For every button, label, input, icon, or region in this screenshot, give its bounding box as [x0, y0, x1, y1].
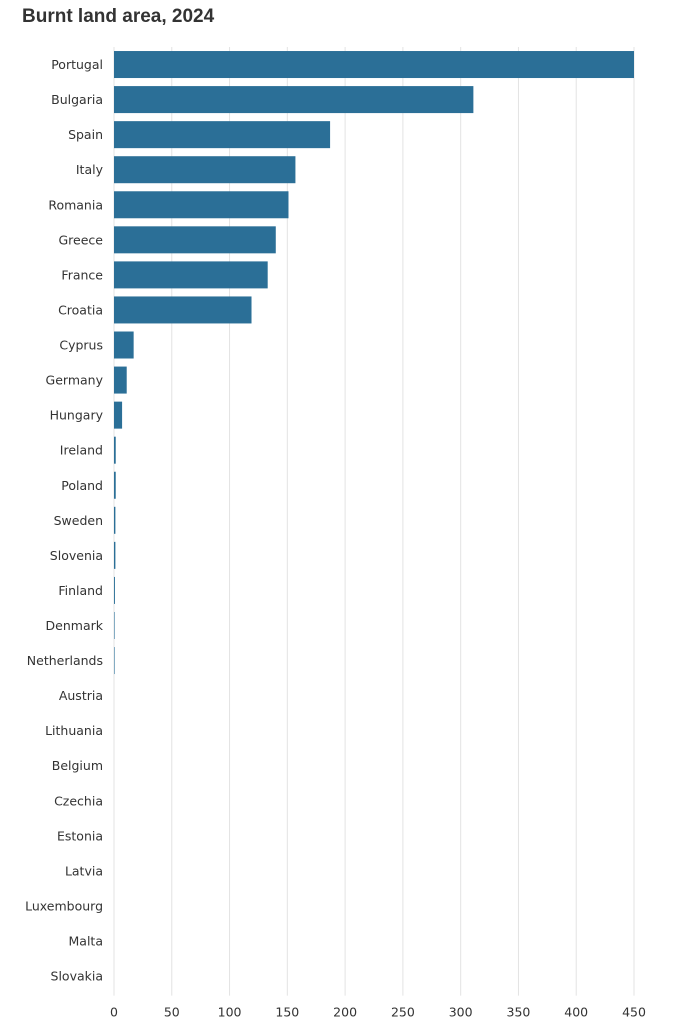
category-label: Estonia: [57, 828, 103, 843]
bar: [114, 331, 134, 359]
bar: [114, 647, 115, 675]
bar: [114, 296, 252, 324]
x-axis-tick-labels: 0 50 100 150 200 250 300 350 400 450: [110, 1005, 646, 1020]
bar: [114, 506, 116, 534]
bar: [114, 51, 634, 79]
bar: [114, 471, 116, 499]
category-label: Finland: [58, 583, 103, 598]
category-label: Bulgaria: [51, 92, 103, 107]
category-label: Hungary: [50, 408, 104, 423]
bar: [114, 576, 115, 604]
x-tick-label: 450: [622, 1005, 646, 1020]
category-label: Italy: [76, 162, 104, 177]
category-label: Austria: [59, 688, 103, 703]
category-label: Romania: [48, 197, 103, 212]
category-label: Lithuania: [45, 723, 103, 738]
x-tick-label: 300: [449, 1005, 473, 1020]
category-label: Portugal: [51, 57, 103, 72]
category-label: Spain: [68, 127, 103, 142]
category-label: Latvia: [65, 863, 103, 878]
bar: [114, 226, 276, 254]
category-label: Slovakia: [51, 969, 103, 984]
bar: [114, 261, 268, 289]
x-tick-label: 0: [110, 1005, 118, 1020]
bar: [114, 366, 127, 394]
bar: [114, 541, 116, 569]
category-label: Slovenia: [50, 548, 103, 563]
category-label: Czechia: [54, 793, 103, 808]
category-label: Malta: [69, 934, 103, 949]
category-label: Germany: [46, 373, 104, 388]
category-label: Denmark: [46, 618, 104, 633]
gridlines: [113, 47, 635, 996]
x-tick-label: 350: [507, 1005, 531, 1020]
category-label: Netherlands: [27, 653, 103, 668]
x-tick-label: 200: [333, 1005, 357, 1020]
category-label: Ireland: [60, 443, 103, 458]
category-label: Cyprus: [59, 338, 103, 353]
x-tick-label: 400: [564, 1005, 588, 1020]
x-tick-label: 100: [218, 1005, 242, 1020]
bar: [114, 86, 474, 114]
x-tick-label: 50: [164, 1005, 180, 1020]
bars: [114, 51, 634, 675]
category-label: France: [61, 267, 103, 282]
bar: [114, 121, 331, 149]
category-label: Belgium: [52, 758, 103, 773]
category-label: Greece: [59, 232, 104, 247]
bar: [114, 611, 115, 639]
bar: [114, 401, 123, 429]
bar: [114, 191, 289, 219]
bar: [114, 156, 296, 184]
category-labels: Portugal Bulgaria Spain Italy Romania Greece F…: [25, 57, 104, 984]
category-label: Luxembourg: [25, 898, 103, 913]
category-label: Croatia: [58, 302, 103, 317]
x-tick-label: 150: [275, 1005, 299, 1020]
category-label: Sweden: [54, 513, 103, 528]
bar: [114, 436, 116, 464]
x-tick-label: 250: [391, 1005, 415, 1020]
chart-title: Burnt land area, 2024: [22, 6, 215, 27]
category-label: Poland: [61, 478, 103, 493]
